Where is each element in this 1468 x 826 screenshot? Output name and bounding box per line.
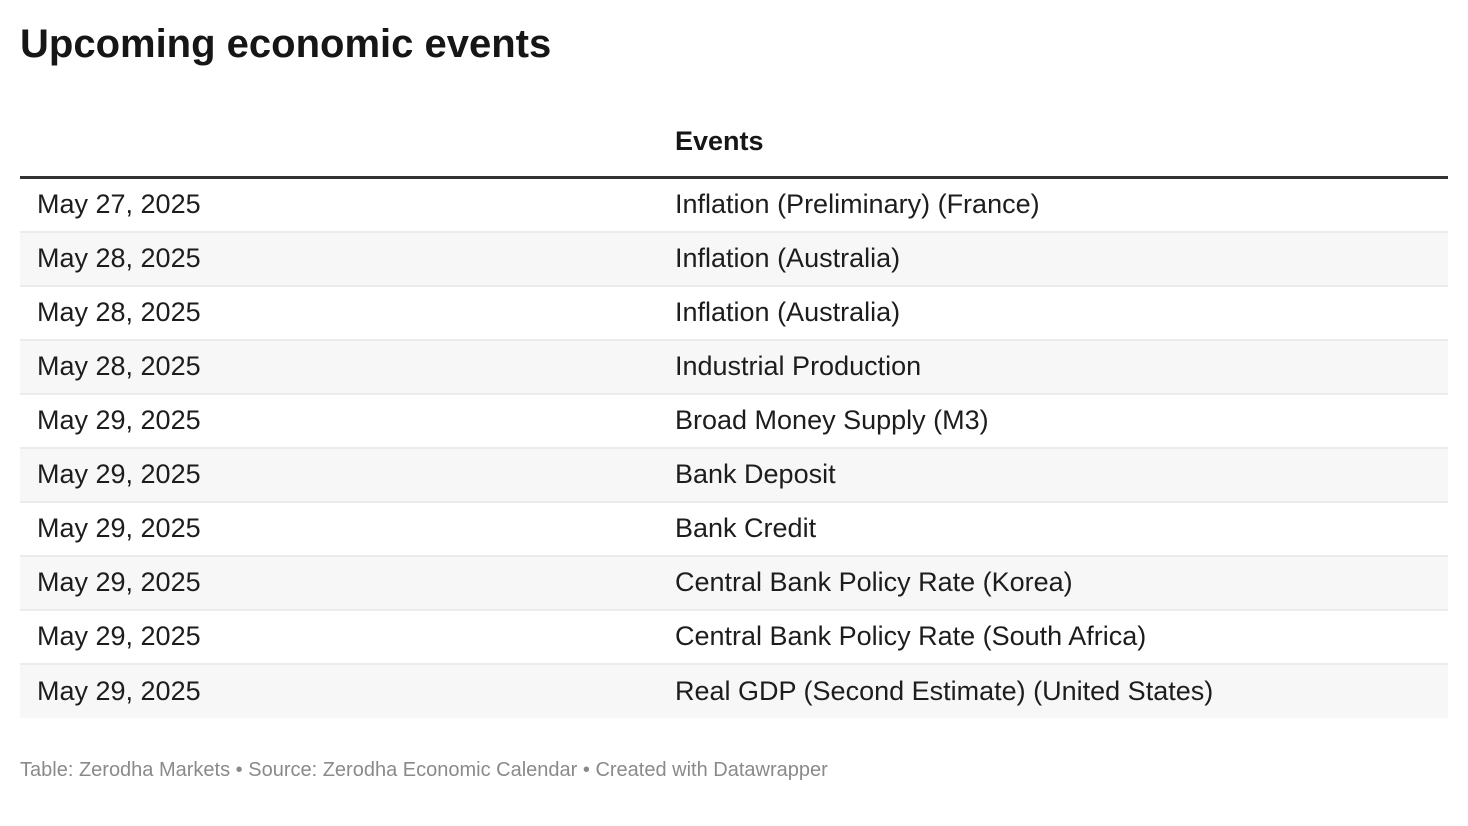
- date-cell: May 29, 2025: [20, 608, 658, 664]
- date-cell: May 28, 2025: [20, 230, 658, 286]
- event-cell: Inflation (Australia): [658, 284, 1448, 340]
- created-with-prefix: Created with: [595, 758, 714, 781]
- date-cell: May 29, 2025: [20, 662, 658, 718]
- table-row: May 29, 2025 Central Bank Policy Rate (Ko…: [20, 554, 1448, 610]
- header-row: Events: [20, 125, 1448, 179]
- date-column-header: [20, 125, 658, 179]
- events-column-header: Events: [658, 125, 1448, 179]
- event-cell: Broad Money Supply (M3): [658, 392, 1448, 448]
- date-cell: May 28, 2025: [20, 284, 658, 340]
- event-cell: Real GDP (Second Estimate) (United State…: [658, 662, 1448, 718]
- event-cell: Industrial Production: [658, 338, 1448, 394]
- table-row: May 29, 2025 Bank Deposit: [20, 446, 1448, 502]
- event-cell: Bank Deposit: [658, 446, 1448, 502]
- date-cell: May 28, 2025: [20, 338, 658, 394]
- event-cell: Inflation (Preliminary) (France): [675, 189, 1040, 220]
- table-row: May 28, 2025 Inflation (Australia): [20, 230, 1448, 286]
- date-cell: May 29, 2025: [20, 446, 658, 502]
- table-row: May 29, 2025 Central Bank Policy Rate (So…: [20, 608, 1448, 664]
- event-cell: Inflation (Australia): [658, 230, 1448, 286]
- table-credit-prefix: Table:: [20, 758, 79, 781]
- date-cell: May 29, 2025: [20, 392, 658, 448]
- table-body: May 27, 2025 Inflation (Preliminary) (Fra…: [20, 177, 1448, 718]
- datawrapper-link[interactable]: Datawrapper: [713, 758, 828, 781]
- table-header: Events: [20, 125, 1448, 179]
- event-cell: Central Bank Policy Rate (Korea): [658, 554, 1448, 610]
- table-row: May 29, 2025 Real GDP (Second Estimate) (…: [20, 662, 1448, 718]
- date-cell: May 27, 2025: [37, 189, 201, 220]
- attribution-footer: Table: Zerodha Markets • Source: Zerodha…: [20, 758, 1448, 782]
- table-row: May 29, 2025 Broad Money Supply (M3): [20, 392, 1448, 448]
- event-cell: Bank Credit: [658, 500, 1448, 556]
- table-row: May 28, 2025 Industrial Production: [20, 338, 1448, 394]
- source-credit-link[interactable]: Zerodha Economic Calendar: [322, 758, 578, 781]
- footer-separator: •: [577, 758, 596, 781]
- date-cell: May 29, 2025: [20, 500, 658, 556]
- datawrapper-table-page: Upcoming economic events Events May 27, …: [0, 20, 1468, 782]
- source-credit-prefix: Source:: [248, 758, 323, 781]
- table-row: May 27, 2025 Inflation (Preliminary) (Fra…: [20, 177, 1448, 232]
- footer-separator: •: [230, 758, 249, 781]
- events-table: Events May 27, 2025 Inflation (Preliminar…: [20, 125, 1448, 718]
- date-cell: May 29, 2025: [20, 554, 658, 610]
- event-cell: Central Bank Policy Rate (South Africa): [658, 608, 1448, 664]
- table-row: May 28, 2025 Inflation (Australia): [20, 284, 1448, 340]
- table-credit-link[interactable]: Zerodha Markets: [78, 758, 231, 781]
- page-title: Upcoming economic events: [20, 22, 552, 66]
- table-row: May 29, 2025 Bank Credit: [20, 500, 1448, 556]
